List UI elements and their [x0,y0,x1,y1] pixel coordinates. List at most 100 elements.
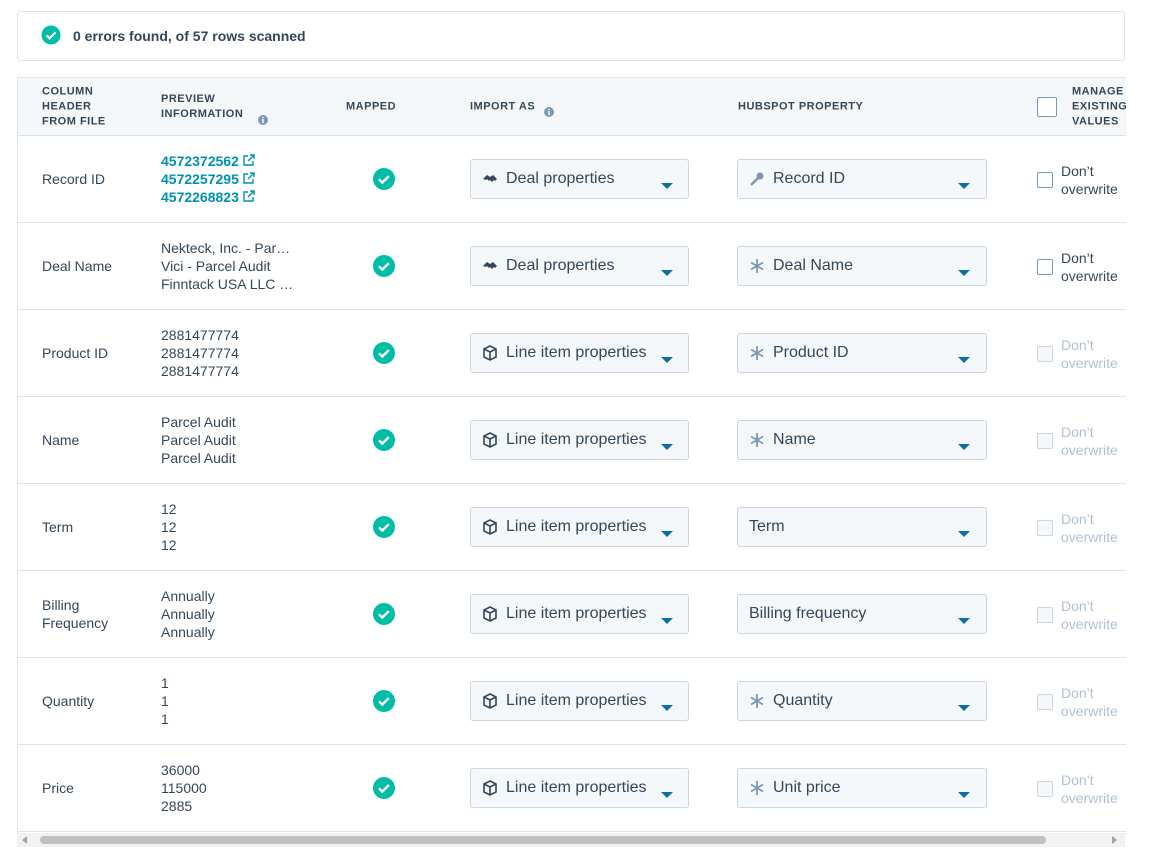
import-icon [482,606,498,622]
dropdown-caret [661,350,673,363]
import-as-dropdown[interactable]: Line item properties [470,768,689,808]
property-icon-glyph [750,694,764,708]
preview-value: 2881477774 [161,345,239,361]
overwrite-label: Don’t overwrite [1061,511,1118,545]
mapped-check [373,429,395,451]
dropdown-caret-glyph [958,792,970,798]
property-dropdown[interactable]: Product ID [737,333,987,373]
property-icon-glyph [750,781,764,795]
column-name: Deal Name [42,258,113,274]
property-dropdown[interactable]: Record ID [737,159,987,199]
scroll-thumb[interactable] [40,836,1046,844]
dropdown-caret [661,176,673,189]
import-icon-glyph [483,519,497,535]
preview-value: Parcel Audit [161,414,236,430]
mapped-check [373,255,395,277]
property-dropdown[interactable]: Billing frequency [737,594,987,634]
preview: 2881477774 2881477774 2881477774 [161,326,239,380]
dropdown-caret [958,437,970,450]
dropdown-caret-glyph [958,705,970,711]
import-as-dropdown[interactable]: Deal properties [470,246,689,286]
preview-link[interactable]: 4572257295 [161,170,256,188]
overwrite-label: Don’t overwrite [1061,163,1118,197]
import-icon [482,519,498,535]
property-icon [749,345,765,361]
column-header: HUBSPOT PROPERTY [738,100,864,112]
preview-value: Annually [161,624,215,640]
preview-value: Parcel Audit [161,450,236,466]
preview: 4572372562 4572257295 4572268823 [161,152,256,206]
import-as-dropdown[interactable]: Deal properties [470,159,689,199]
preview-value: 2881477774 [161,327,239,343]
import-as-dropdown[interactable]: Line item properties [470,594,689,634]
import-icon-glyph [483,262,497,269]
import-icon-glyph [483,345,497,361]
mapped-check-glyph [373,168,395,190]
import-icon-glyph [483,693,497,709]
dropdown-caret [958,785,970,798]
status-banner: 0 errors found, of 57 rows scanned [17,11,1125,61]
preview: Annually Annually Annually [161,587,215,641]
property-dropdown[interactable]: Quantity [737,681,987,721]
info-icon-glyph [258,115,268,125]
select-all-checkbox[interactable] [1037,97,1057,117]
import-as-dropdown[interactable]: Line item properties [470,681,689,721]
property-dropdown[interactable]: Name [737,420,987,460]
property-value: Name [773,431,816,448]
import-as-dropdown[interactable]: Line item properties [470,507,689,547]
column-name: Record ID [42,171,106,187]
overwrite-checkbox [1037,694,1053,710]
column-header: COLUMN HEADER FROM FILE [42,85,106,127]
import-as-dropdown[interactable]: Line item properties [470,420,689,460]
table-row: Term 12 12 12 Line item properties Term Don’t … [18,484,1126,571]
dropdown-caret-glyph [661,270,673,276]
preview-value: Annually [161,588,215,604]
dropdown-caret [958,176,970,189]
import-as-value: Deal properties [506,257,615,274]
table-row: Billing Frequency Annually Annually Annuall… [18,571,1126,658]
info-icon [258,112,268,125]
property-value: Unit price [773,779,841,796]
info-icon-glyph [544,107,554,117]
property-dropdown[interactable]: Deal Name [737,246,987,286]
preview-link[interactable]: 4572372562 [161,152,256,170]
table-row: Record ID 4572372562 4572257295 4572268823 D… [18,136,1126,223]
dropdown-caret [661,611,673,624]
property-icon-glyph [750,346,764,360]
external-link-icon [239,189,256,205]
dropdown-caret [958,698,970,711]
status-message: 0 errors found, of 57 rows scanned [73,28,306,44]
scroll-left[interactable] [21,836,29,844]
property-dropdown[interactable]: Unit price [737,768,987,808]
dropdown-caret [661,785,673,798]
preview-value: 12 [161,519,177,535]
mapped-check [373,690,395,712]
external-link-glyph [243,172,255,184]
preview-link[interactable]: 4572268823 [161,188,256,206]
table-row: Quantity 1 1 1 Line item properties Quantity D… [18,658,1126,745]
overwrite-checkbox[interactable] [1037,259,1053,275]
dropdown-caret-glyph [958,357,970,363]
dropdown-caret [958,350,970,363]
external-link-glyph [243,190,255,202]
import-as-value: Line item properties [506,518,647,535]
preview: 36000 115000 2885 [161,761,207,815]
column-header: IMPORT AS [470,100,536,112]
external-link-icon [239,153,256,169]
mapped-check-glyph [373,429,395,451]
overwrite-checkbox [1037,607,1053,623]
column-name: Name [42,432,80,448]
property-dropdown[interactable]: Term [737,507,987,547]
table-row: Price 36000 115000 2885 Line item properties… [18,745,1126,832]
import-as-dropdown[interactable]: Line item properties [470,333,689,373]
success-icon [41,25,61,45]
property-icon [749,171,765,187]
mapped-check [373,516,395,538]
preview: 12 12 12 [161,500,177,554]
property-icon [749,258,765,274]
scroll-right[interactable] [1110,836,1118,844]
property-value: Billing frequency [749,605,867,622]
scrollbar[interactable] [17,833,1125,847]
dropdown-caret [661,698,673,711]
overwrite-checkbox[interactable] [1037,172,1053,188]
